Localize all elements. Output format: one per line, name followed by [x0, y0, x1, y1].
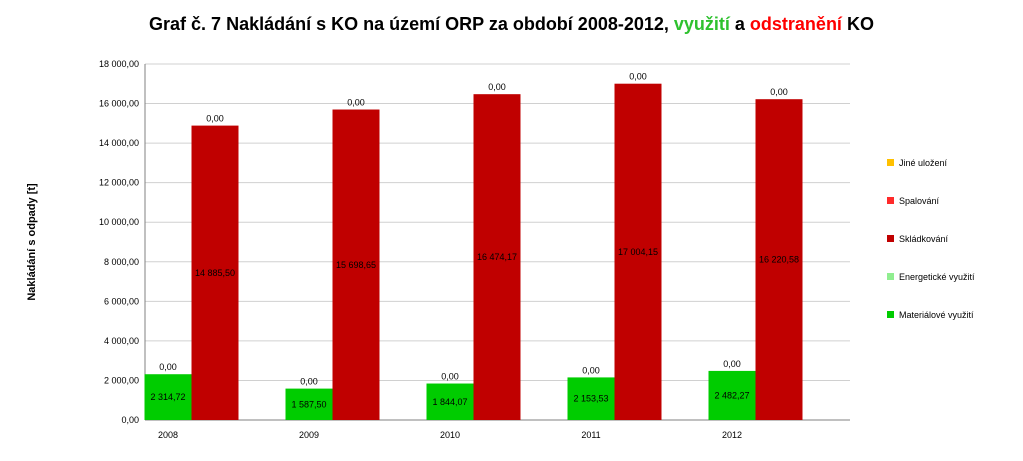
bar-materiálové-využití: [426, 383, 474, 420]
data-label: 0,00: [723, 359, 741, 369]
legend-swatch: [887, 311, 894, 318]
title-prefix: Graf č. 7 Nakládání s KO na území ORP za…: [149, 14, 674, 34]
y-tick-label: 0,00: [121, 415, 139, 425]
legend-item: Jiné uložení: [887, 155, 975, 170]
data-label: 0,00: [206, 114, 224, 124]
legend-label: Skládkování: [899, 233, 949, 244]
legend-item: Spalování: [887, 193, 975, 208]
bar-materiálové-využití: [144, 374, 192, 420]
data-label: 2 314,72: [150, 392, 185, 402]
bar-skládkování: [191, 125, 239, 420]
legend: Jiné uložení Spalování Skládkování Energeti…: [887, 155, 975, 345]
legend-item: Energetické využití: [887, 269, 975, 284]
y-tick-label: 8 000,00: [104, 257, 139, 267]
title-part-red: odstranění: [749, 14, 842, 34]
data-label: 15 698,65: [336, 260, 376, 270]
bar-skládkování: [614, 83, 662, 420]
bar-skládkování: [332, 109, 380, 420]
x-tick-label: 2008: [158, 430, 178, 440]
y-tick-label: 10 000,00: [99, 217, 139, 227]
y-tick-label: 6 000,00: [104, 296, 139, 306]
y-tick-label: 2 000,00: [104, 375, 139, 385]
legend-swatch: [887, 197, 894, 204]
data-label: 0,00: [347, 98, 365, 108]
legend-item: Skládkování: [887, 231, 975, 246]
data-label: 1 587,50: [291, 399, 326, 409]
x-tick-label: 2010: [440, 430, 460, 440]
y-axis-label: Nakládání s odpady [t]: [26, 183, 38, 301]
data-label: 0,00: [441, 372, 459, 382]
data-label: 0,00: [488, 82, 506, 92]
y-tick-label: 18 000,00: [99, 59, 139, 69]
legend-swatch: [887, 273, 894, 280]
data-label: 0,00: [582, 365, 600, 375]
data-label: 0,00: [770, 87, 788, 97]
y-tick-label: 12 000,00: [99, 178, 139, 188]
bar-skládkování: [473, 94, 521, 421]
legend-label: Spalování: [899, 195, 940, 206]
legend-swatch: [887, 159, 894, 166]
data-label: 0,00: [629, 72, 647, 82]
data-label: 16 474,17: [477, 252, 517, 262]
data-label: 2 482,27: [714, 390, 749, 400]
title-middle: a: [729, 14, 750, 34]
title-suffix: KO: [841, 14, 874, 34]
x-tick-label: 2012: [722, 430, 742, 440]
x-tick-label: 2009: [299, 430, 319, 440]
data-label: 16 220,58: [759, 255, 799, 265]
bar-materiálové-využití: [285, 388, 333, 420]
legend-label: Energetické využití: [899, 271, 975, 282]
bar-skládkování: [755, 99, 803, 421]
legend-item: Materiálové využití: [887, 307, 975, 322]
y-tick-label: 14 000,00: [99, 138, 139, 148]
y-tick-label: 16 000,00: [99, 99, 139, 109]
y-tick-label: 4 000,00: [104, 336, 139, 346]
data-label: 2 153,53: [573, 394, 608, 404]
data-label: 17 004,15: [618, 247, 658, 257]
legend-label: Materiálové využití: [899, 309, 974, 320]
legend-swatch: [887, 235, 894, 242]
title-part-green: využití: [673, 14, 730, 34]
bar-materiálové-využití: [567, 377, 615, 420]
data-label: 0,00: [300, 377, 318, 387]
bar-materiálové-využití: [708, 370, 756, 420]
data-label: 14 885,50: [195, 268, 235, 278]
x-tick-label: 2011: [581, 430, 600, 440]
data-label: 0,00: [159, 362, 177, 372]
chart-title: Graf č. 7 Nakládání s KO na území ORP za…: [0, 14, 1023, 35]
data-label: 1 844,07: [432, 397, 467, 407]
legend-label: Jiné uložení: [899, 157, 948, 168]
